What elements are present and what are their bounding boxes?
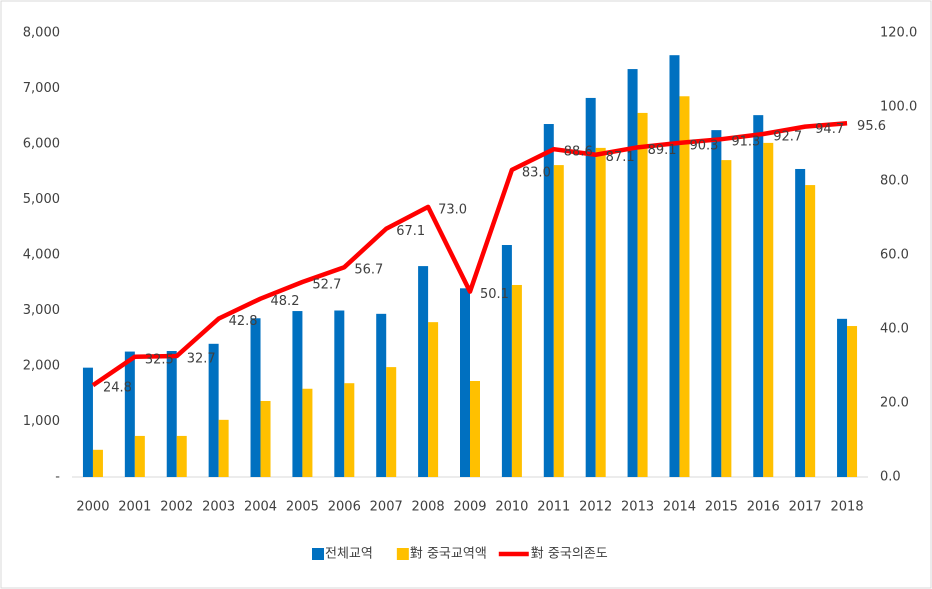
y2-tick-label: 120.0 bbox=[880, 26, 917, 41]
x-tick-label: 2000 bbox=[76, 500, 109, 515]
x-tick-label: 2014 bbox=[663, 500, 696, 515]
data-label: 52.7 bbox=[312, 278, 341, 293]
x-tick-label: 2018 bbox=[831, 500, 864, 515]
bar bbox=[595, 147, 606, 477]
bar bbox=[82, 367, 93, 477]
bar bbox=[208, 343, 219, 477]
bar bbox=[637, 112, 648, 478]
bar bbox=[260, 400, 271, 477]
data-label: 88.6 bbox=[564, 145, 593, 160]
y-tick-label: 8,000 bbox=[23, 26, 60, 41]
y2-tick-label: 0.0 bbox=[880, 470, 901, 485]
bar bbox=[292, 311, 303, 477]
bar bbox=[428, 322, 439, 477]
bar bbox=[585, 97, 596, 477]
y2-tick-label: 60.0 bbox=[880, 248, 909, 263]
x-tick-label: 2003 bbox=[202, 500, 235, 515]
x-tick-label: 2002 bbox=[160, 500, 193, 515]
x-tick-label: 2015 bbox=[705, 500, 738, 515]
bar bbox=[669, 55, 680, 477]
x-tick-label: 2013 bbox=[621, 500, 654, 515]
x-tick-label: 2007 bbox=[370, 500, 403, 515]
data-label: 42.8 bbox=[229, 314, 258, 329]
bar bbox=[511, 284, 522, 477]
y2-tick-label: 100.0 bbox=[880, 100, 917, 115]
y-tick-label: - bbox=[55, 470, 60, 485]
bar bbox=[418, 266, 429, 477]
y-tick-label: 2,000 bbox=[23, 359, 60, 374]
bar bbox=[543, 124, 554, 478]
data-label: 90.3 bbox=[689, 138, 718, 153]
bar bbox=[553, 165, 564, 477]
bar bbox=[334, 310, 345, 477]
data-label: 32.5 bbox=[145, 352, 174, 367]
data-label: 83.0 bbox=[522, 165, 551, 180]
bar bbox=[470, 380, 480, 477]
y2-tick-label: 20.0 bbox=[880, 396, 909, 411]
data-label: 87.1 bbox=[606, 150, 635, 165]
bar bbox=[134, 435, 145, 477]
bar bbox=[721, 160, 732, 477]
data-label: 94.7 bbox=[815, 122, 844, 137]
bar bbox=[124, 351, 135, 477]
bar bbox=[376, 313, 387, 477]
y-tick-label: 1,000 bbox=[23, 414, 60, 429]
x-tick-label: 2010 bbox=[495, 500, 528, 515]
data-label: 92.7 bbox=[773, 130, 802, 145]
bar bbox=[763, 142, 774, 477]
line bbox=[91, 121, 848, 388]
y-tick-label: 3,000 bbox=[23, 303, 60, 318]
data-label: 50.1 bbox=[480, 287, 509, 302]
data-label: 89.1 bbox=[648, 143, 677, 158]
bar bbox=[250, 318, 261, 477]
x-tick-label: 2005 bbox=[286, 500, 319, 515]
bar bbox=[460, 288, 470, 477]
x-tick-label: 2009 bbox=[453, 500, 486, 515]
legend-label: 對 중국교역액 bbox=[410, 547, 487, 562]
legend-label: 對 중국의존도 bbox=[531, 547, 608, 562]
bar bbox=[166, 351, 177, 477]
bar bbox=[302, 388, 313, 477]
x-tick-label: 2012 bbox=[579, 500, 612, 515]
y2-tick-label: 40.0 bbox=[880, 322, 909, 337]
bar bbox=[805, 185, 816, 477]
y-tick-label: 5,000 bbox=[23, 192, 60, 207]
x-tick-label: 2016 bbox=[747, 500, 780, 515]
bar bbox=[386, 367, 397, 477]
legend-swatch bbox=[396, 548, 409, 560]
y-tick-label: 4,000 bbox=[23, 248, 60, 263]
y-tick-label: 6,000 bbox=[23, 137, 60, 152]
bar bbox=[92, 449, 103, 477]
data-label: 56.7 bbox=[354, 263, 383, 278]
bar bbox=[847, 326, 858, 477]
y2-tick-label: 80.0 bbox=[880, 174, 909, 189]
bar bbox=[344, 383, 355, 477]
data-label: 91.3 bbox=[731, 135, 760, 150]
data-label: 32.7 bbox=[187, 352, 216, 367]
data-label: 73.0 bbox=[438, 202, 467, 217]
x-tick-label: 2017 bbox=[789, 500, 822, 515]
data-label: 24.8 bbox=[103, 381, 132, 396]
legend-label: 전체교역 bbox=[325, 547, 373, 562]
y-tick-label: 7,000 bbox=[23, 81, 60, 96]
bar bbox=[501, 245, 512, 477]
bar bbox=[753, 115, 764, 477]
bar bbox=[837, 318, 848, 477]
legend-swatch bbox=[312, 548, 324, 560]
x-tick-label: 2008 bbox=[412, 500, 445, 515]
x-tick-label: 2011 bbox=[537, 500, 570, 515]
x-tick-label: 2001 bbox=[118, 500, 151, 515]
x-tick-label: 2006 bbox=[328, 500, 361, 515]
data-label: 95.6 bbox=[857, 119, 886, 134]
bar bbox=[679, 96, 690, 478]
bar bbox=[711, 130, 722, 477]
x-tick-label: 2004 bbox=[244, 500, 277, 515]
data-label: 48.2 bbox=[271, 294, 300, 309]
data-label: 67.1 bbox=[396, 224, 425, 239]
bar bbox=[795, 168, 806, 477]
bar bbox=[218, 419, 229, 477]
bar bbox=[176, 435, 187, 477]
bar bbox=[627, 69, 638, 477]
